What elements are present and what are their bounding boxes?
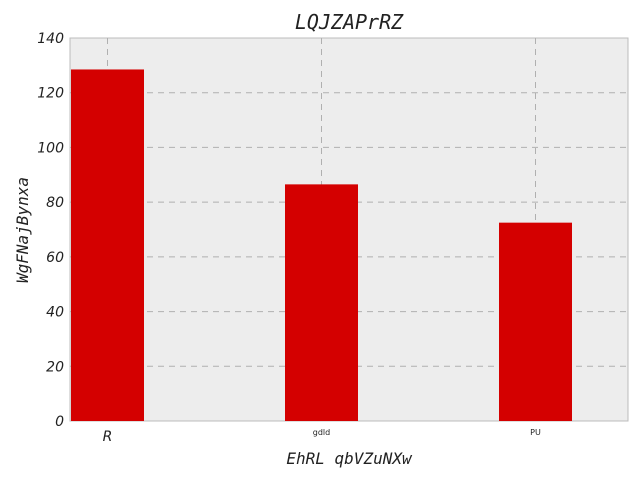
bars — [71, 69, 572, 421]
y-tick-label: 0 — [55, 414, 64, 430]
y-tick-label: 140 — [37, 31, 64, 47]
bar-gdld — [285, 184, 358, 421]
x-tick-label: PU — [530, 428, 541, 437]
y-tick-label: 20 — [46, 359, 64, 375]
x-tick-label: R — [103, 429, 113, 445]
y-tick-label: 60 — [46, 250, 64, 266]
x-axis-label: EhRL qbVZuNXw — [286, 449, 413, 468]
y-axis-ticks: 0 20 40 60 80 100 120 140 — [37, 31, 64, 430]
chart-title: LQJZAPrRZ — [295, 10, 404, 34]
bar-r — [71, 69, 144, 421]
y-tick-label: 100 — [37, 140, 64, 156]
bar-pu — [499, 222, 572, 421]
x-tick-label: gdld — [313, 428, 330, 437]
y-tick-label: 40 — [46, 305, 64, 321]
y-tick-label: 120 — [37, 86, 64, 102]
y-axis-label: WgFNajBynxa — [13, 177, 32, 283]
y-tick-label: 80 — [46, 195, 64, 211]
